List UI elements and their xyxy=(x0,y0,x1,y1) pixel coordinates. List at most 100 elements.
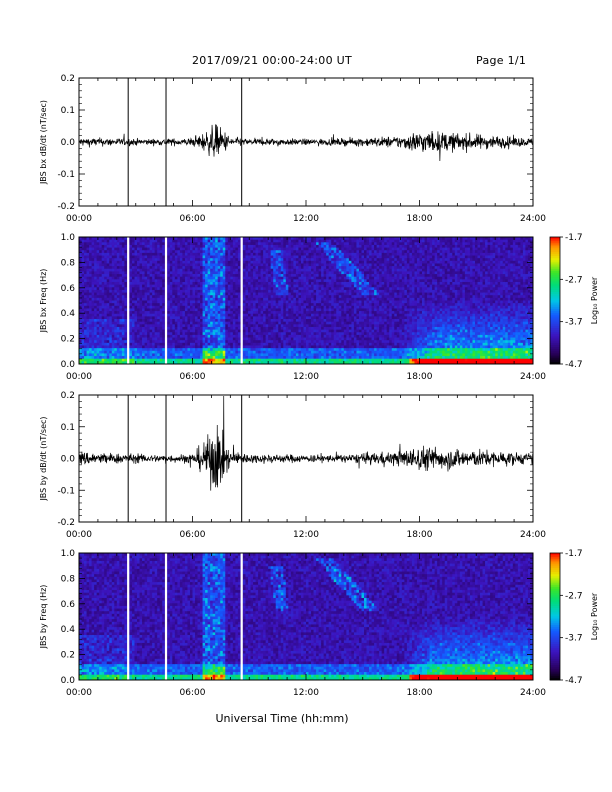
spectrogram-cell xyxy=(97,263,100,266)
spectrogram-cell xyxy=(278,306,281,309)
spectrogram-cell xyxy=(182,287,185,290)
spectrogram-cell xyxy=(119,298,122,301)
spectrogram-cell xyxy=(223,271,226,274)
spectrogram-cell xyxy=(233,293,236,296)
spectrogram-cell xyxy=(99,308,102,311)
spectrogram-cell xyxy=(82,271,85,274)
spectrogram-cell xyxy=(170,353,173,356)
spectrogram-cell xyxy=(220,301,223,304)
spectrogram-cell xyxy=(278,340,281,343)
spectrogram-cell xyxy=(170,348,173,351)
spectrogram-cell xyxy=(182,324,185,327)
spectrogram-cell xyxy=(82,343,85,346)
spectrogram-cell xyxy=(142,335,145,338)
spectrogram-cell xyxy=(102,293,105,296)
spectrogram-cell xyxy=(89,258,92,261)
spectrogram-cell xyxy=(150,338,153,341)
spectrogram-cell xyxy=(220,343,223,346)
spectrogram-cell xyxy=(266,258,269,261)
spectrogram-cell xyxy=(230,253,233,256)
spectrogram-cell xyxy=(326,256,329,259)
spectrogram-cell xyxy=(177,298,180,301)
spectrogram-cell xyxy=(137,319,140,322)
spectrogram-cell xyxy=(119,245,122,248)
spectrogram-cell xyxy=(273,338,276,341)
spectrogram-cell xyxy=(243,279,246,282)
spectrogram-cell xyxy=(309,298,312,301)
spectrogram-cell xyxy=(316,277,319,280)
spectrogram-cell xyxy=(167,353,170,356)
spectrogram-cell xyxy=(306,316,309,319)
spectrogram-cell xyxy=(124,279,127,282)
spectrogram-cell xyxy=(92,324,95,327)
spectrogram-cell xyxy=(238,351,241,354)
spectrogram-cell xyxy=(298,258,301,261)
spectrogram-cell xyxy=(245,293,248,296)
spectrogram-cell xyxy=(142,319,145,322)
spectrogram-cell xyxy=(82,319,85,322)
spectrogram-cell xyxy=(245,351,248,354)
spectrogram-cell xyxy=(187,279,190,282)
spectrogram-cell xyxy=(167,287,170,290)
spectrogram-cell xyxy=(140,242,143,245)
spectrogram-cell xyxy=(306,351,309,354)
spectrogram-cell xyxy=(94,322,97,325)
spectrogram-cell xyxy=(316,319,319,322)
spectrogram-cell xyxy=(319,290,322,293)
spectrogram-cell xyxy=(271,279,274,282)
spectrogram-cell xyxy=(253,322,256,325)
spectrogram-cell xyxy=(210,240,213,243)
spectrogram-cell xyxy=(203,242,206,245)
spectrogram-cell xyxy=(94,338,97,341)
spectrogram-cell xyxy=(303,277,306,280)
spectrogram-cell xyxy=(160,266,163,269)
spectrogram-cell xyxy=(218,242,221,245)
spectrogram-cell xyxy=(296,293,299,296)
spectrogram-cell xyxy=(119,290,122,293)
spectrogram-cell xyxy=(258,248,261,251)
spectrogram-cell xyxy=(198,343,201,346)
spectrogram-cell xyxy=(112,295,115,298)
spectrogram-cell xyxy=(119,311,122,314)
spectrogram-cell xyxy=(142,256,145,259)
spectrogram-cell xyxy=(190,263,193,266)
spectrogram-cell xyxy=(193,335,196,338)
spectrogram-cell xyxy=(258,324,261,327)
spectrogram-cell xyxy=(233,250,236,253)
spectrogram-cell xyxy=(228,308,231,311)
spectrogram-cell xyxy=(281,253,284,256)
spectrogram-cell xyxy=(107,316,110,319)
spectrogram-cell xyxy=(162,319,165,322)
spectrogram-cell xyxy=(107,258,110,261)
spectrogram-cell xyxy=(193,242,196,245)
spectrogram-cell xyxy=(102,324,105,327)
spectrogram-cell xyxy=(142,248,145,251)
spectrogram-cell xyxy=(114,266,117,269)
spectrogram-cell xyxy=(84,266,87,269)
spectrogram-cell xyxy=(266,298,269,301)
spectrogram-cell xyxy=(213,338,216,341)
spectrogram-cell xyxy=(243,348,246,351)
spectrogram-cell xyxy=(258,240,261,243)
spectrogram-cell xyxy=(293,338,296,341)
spectrogram-cell xyxy=(278,261,281,264)
spectrogram-cell xyxy=(84,295,87,298)
spectrogram-cell xyxy=(114,324,117,327)
spectrogram-cell xyxy=(319,314,322,317)
spectrogram-cell xyxy=(296,343,299,346)
spectrogram-cell xyxy=(82,345,85,348)
spectrogram-cell xyxy=(238,330,241,333)
spectrogram-cell xyxy=(235,314,238,317)
spectrogram-cell xyxy=(187,253,190,256)
spectrogram-cell xyxy=(180,293,183,296)
spectrogram-cell xyxy=(319,351,322,354)
spectrogram-cell xyxy=(152,324,155,327)
spectrogram-cell xyxy=(92,258,95,261)
spectrogram-cell xyxy=(132,258,135,261)
spectrogram-cell xyxy=(273,356,276,359)
spectrogram-cell xyxy=(180,269,183,272)
spectrogram-cell xyxy=(172,308,175,311)
spectrogram-cell xyxy=(134,250,137,253)
spectrogram-cell xyxy=(306,258,309,261)
spectrogram-cell xyxy=(162,298,165,301)
